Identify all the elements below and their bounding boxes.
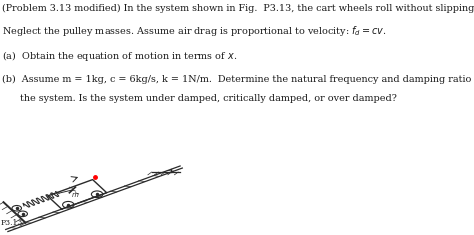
Text: P3.13: P3.13 — [1, 219, 23, 227]
Text: the system. Is the system under damped, critically damped, or over damped?: the system. Is the system under damped, … — [2, 94, 397, 103]
Text: Neglect the pulley masses. Assume air drag is proportional to velocity: $f_d = c: Neglect the pulley masses. Assume air dr… — [2, 24, 387, 38]
Text: (b)  Assume m = 1kg, c = 6kg/s, k = 1N/m.  Determine the natural frequency and d: (b) Assume m = 1kg, c = 6kg/s, k = 1N/m.… — [2, 75, 474, 84]
Text: (Problem 3.13 modified) In the system shown in Fig.  P3.13, the cart wheels roll: (Problem 3.13 modified) In the system sh… — [2, 4, 474, 13]
Text: m: m — [72, 192, 79, 198]
Text: (a)  Obtain the equation of motion in terms of $x$.: (a) Obtain the equation of motion in ter… — [2, 49, 237, 63]
